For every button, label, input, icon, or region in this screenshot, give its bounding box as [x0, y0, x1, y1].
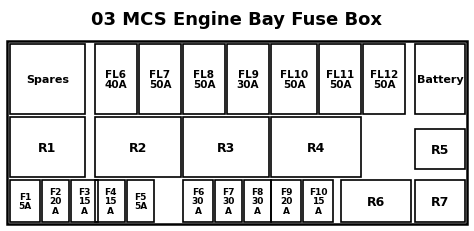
Text: FL11
50A: FL11 50A: [326, 69, 354, 90]
Text: Battery: Battery: [417, 75, 463, 85]
Text: FL6
40A: FL6 40A: [105, 69, 128, 90]
Text: Spares: Spares: [26, 75, 69, 85]
Text: R7: R7: [431, 195, 449, 208]
Text: F6
30
A: F6 30 A: [192, 187, 204, 215]
Bar: [363, 45, 405, 115]
Bar: [341, 180, 411, 222]
Text: FL9
30A: FL9 30A: [237, 69, 259, 90]
Text: F9
20
A: F9 20 A: [280, 187, 292, 215]
Bar: [139, 45, 181, 115]
Text: F5
5A: F5 5A: [134, 192, 147, 210]
Bar: [271, 118, 361, 177]
Bar: [183, 180, 213, 222]
Text: FL8
50A: FL8 50A: [193, 69, 215, 90]
Bar: [183, 118, 269, 177]
Bar: [10, 118, 85, 177]
Text: FL12
50A: FL12 50A: [370, 69, 398, 90]
Bar: [415, 180, 465, 222]
Text: R4: R4: [307, 141, 325, 154]
Bar: [319, 45, 361, 115]
Bar: [415, 45, 465, 115]
Text: R6: R6: [367, 195, 385, 208]
Bar: [7, 42, 467, 224]
Bar: [127, 180, 154, 222]
Text: R3: R3: [217, 141, 235, 154]
Bar: [71, 180, 98, 222]
Text: R2: R2: [129, 141, 147, 154]
Text: FL7
50A: FL7 50A: [149, 69, 171, 90]
Bar: [271, 180, 301, 222]
Bar: [244, 180, 271, 222]
Bar: [95, 118, 181, 177]
Text: F2
20
A: F2 20 A: [49, 187, 62, 215]
Bar: [183, 45, 225, 115]
Bar: [42, 180, 69, 222]
Bar: [10, 45, 85, 115]
Text: F4
15
A: F4 15 A: [104, 187, 116, 215]
Text: F10
15
A: F10 15 A: [309, 187, 327, 215]
Bar: [227, 45, 269, 115]
Bar: [95, 180, 125, 222]
Text: F8
30
A: F8 30 A: [251, 187, 264, 215]
Text: F7
30
A: F7 30 A: [222, 187, 235, 215]
Text: 03 MCS Engine Bay Fuse Box: 03 MCS Engine Bay Fuse Box: [91, 11, 383, 29]
Bar: [271, 45, 317, 115]
Text: F3
15
A: F3 15 A: [78, 187, 91, 215]
Bar: [95, 45, 137, 115]
Bar: [215, 180, 242, 222]
Bar: [10, 180, 40, 222]
Text: FL10
50A: FL10 50A: [280, 69, 308, 90]
Bar: [415, 129, 465, 169]
Text: F1
5A: F1 5A: [18, 192, 32, 210]
Text: R5: R5: [431, 143, 449, 156]
Text: R1: R1: [38, 141, 57, 154]
Bar: [303, 180, 333, 222]
